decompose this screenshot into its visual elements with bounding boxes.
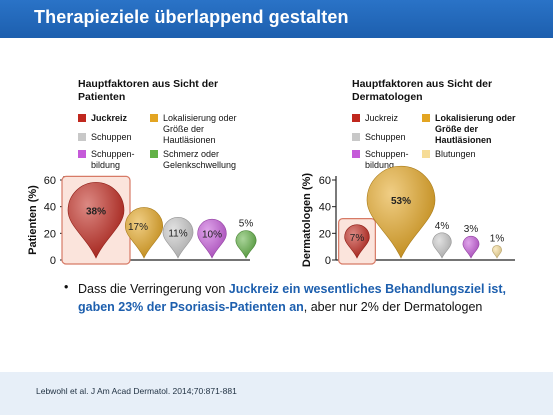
left-legend-item-lokalisierung: Lokalisierung oder Größe der Hautläsione… [150,113,250,146]
left-legend-label-lokalisierung: Lokalisierung oder Größe der Hautläsione… [163,113,237,145]
right-panel-title: Hauptfaktoren aus Sicht der Dermatologen [352,78,493,103]
right-legend-item-juckreiz: Juckreiz [352,113,398,124]
slide-title: Therapieziele überlappend gestalten [34,7,349,27]
footer-band [0,372,553,415]
left-legend-label-schuppenbildung: Schuppen-bildung [91,149,135,170]
left-bubble-3 [197,218,227,259]
right-legend-swatch-juckreiz [352,114,360,122]
left-y-axis-label: Patienten (%) [27,185,39,255]
right-legend-item-lokalisierung: Lokalisierung oder Größe der Hautläsione… [422,113,522,146]
left-legend-label-schuppen: Schuppen [91,132,132,142]
right-legend-swatch-schuppenbildung [352,150,360,158]
right-bubble-3 [462,235,480,259]
right-bubble-0 [344,224,370,259]
bullet-part2: , aber nur 2% der Dermatologen [303,300,483,314]
right-ytick-label-60: 60 [319,175,331,187]
right-legend-label-juckreiz: Juckreiz [365,113,399,123]
right-ytick-label-0: 0 [325,255,331,267]
left-legend-swatch-lokalisierung [150,114,158,122]
right-legend-item-blutungen: Blutungen [422,149,476,160]
left-panel-title: Hauptfaktoren aus Sicht der Patienten [78,78,219,103]
right-bubble-2 [432,232,452,259]
right-bubble-4 [492,245,502,259]
left-legend-item-schuppenbildung: Schuppen-bildung [78,149,140,171]
right-ytick-label-40: 40 [319,202,331,214]
right-data-label-4: 1% [490,233,505,244]
bullet-highlight: Juckreiz ein wesentliches Behandlungszie… [78,282,506,314]
right-data-label-3: 3% [464,224,479,235]
right-data-label-1: 53% [391,196,411,207]
right-legend-swatch-blutungen [422,150,430,158]
right-legend-label-blutungen: Blutungen [435,149,476,159]
right-ytick-label-20: 20 [319,228,331,240]
left-legend-item-schuppen: Schuppen [78,132,132,143]
right-bubble-1 [366,165,436,259]
left-legend-item-schmerz: Schmerz oder Gelenkschwellung [150,149,250,171]
left-legend-swatch-juckreiz [78,114,86,122]
right-legend-label-schuppen: Schuppen [365,132,406,142]
left-legend-swatch-schuppen [78,133,86,141]
left-legend-label-juckreiz: Juckreiz [91,113,128,123]
right-y-axis-label: Dermatologen (%) [301,173,313,267]
left-data-label-1: 17% [128,222,148,233]
right-legend-label-lokalisierung: Lokalisierung oder Größe der Hautläsione… [435,113,516,145]
bullet-part1: Dass die Verringerung von [78,282,229,296]
left-ytick-label-60: 60 [44,175,56,187]
left-data-label-2: 11% [168,228,187,239]
left-legend-item-juckreiz: Juckreiz [78,113,127,124]
right-data-label-0: 7% [350,233,365,244]
left-ytick-label-0: 0 [50,255,56,267]
right-legend-swatch-schuppen [352,133,360,141]
right-legend-item-schuppenbildung: Schuppen-bildung [352,149,414,171]
left-data-label-3: 10% [202,230,222,241]
left-legend-swatch-schmerz [150,150,158,158]
right-legend-item-schuppen: Schuppen [352,132,406,143]
left-ytick-label-20: 20 [44,228,56,240]
left-data-label-4: 5% [239,219,254,230]
left-data-label-0: 38% [86,206,106,217]
bullet-dot: • [64,280,69,294]
right-data-label-2: 4% [435,221,450,232]
left-ytick-label-40: 40 [44,202,56,214]
left-legend-swatch-schuppenbildung [78,150,86,158]
left-bubble-0 [67,182,125,259]
left-bubble-4 [235,230,257,259]
citation: Lebwohl et al. J Am Acad Dermatol. 2014;… [36,386,237,396]
right-legend-label-schuppenbildung: Schuppen-bildung [365,149,409,170]
title-bar: Therapieziele überlappend gestalten [0,0,553,38]
left-bubble-1 [124,207,164,259]
right-legend-swatch-lokalisierung [422,114,430,122]
left-bubble-2 [162,217,194,259]
left-legend-label-schmerz: Schmerz oder Gelenkschwellung [163,149,237,170]
bullet-text: Dass die Verringerung von Juckreiz ein w… [78,280,518,316]
